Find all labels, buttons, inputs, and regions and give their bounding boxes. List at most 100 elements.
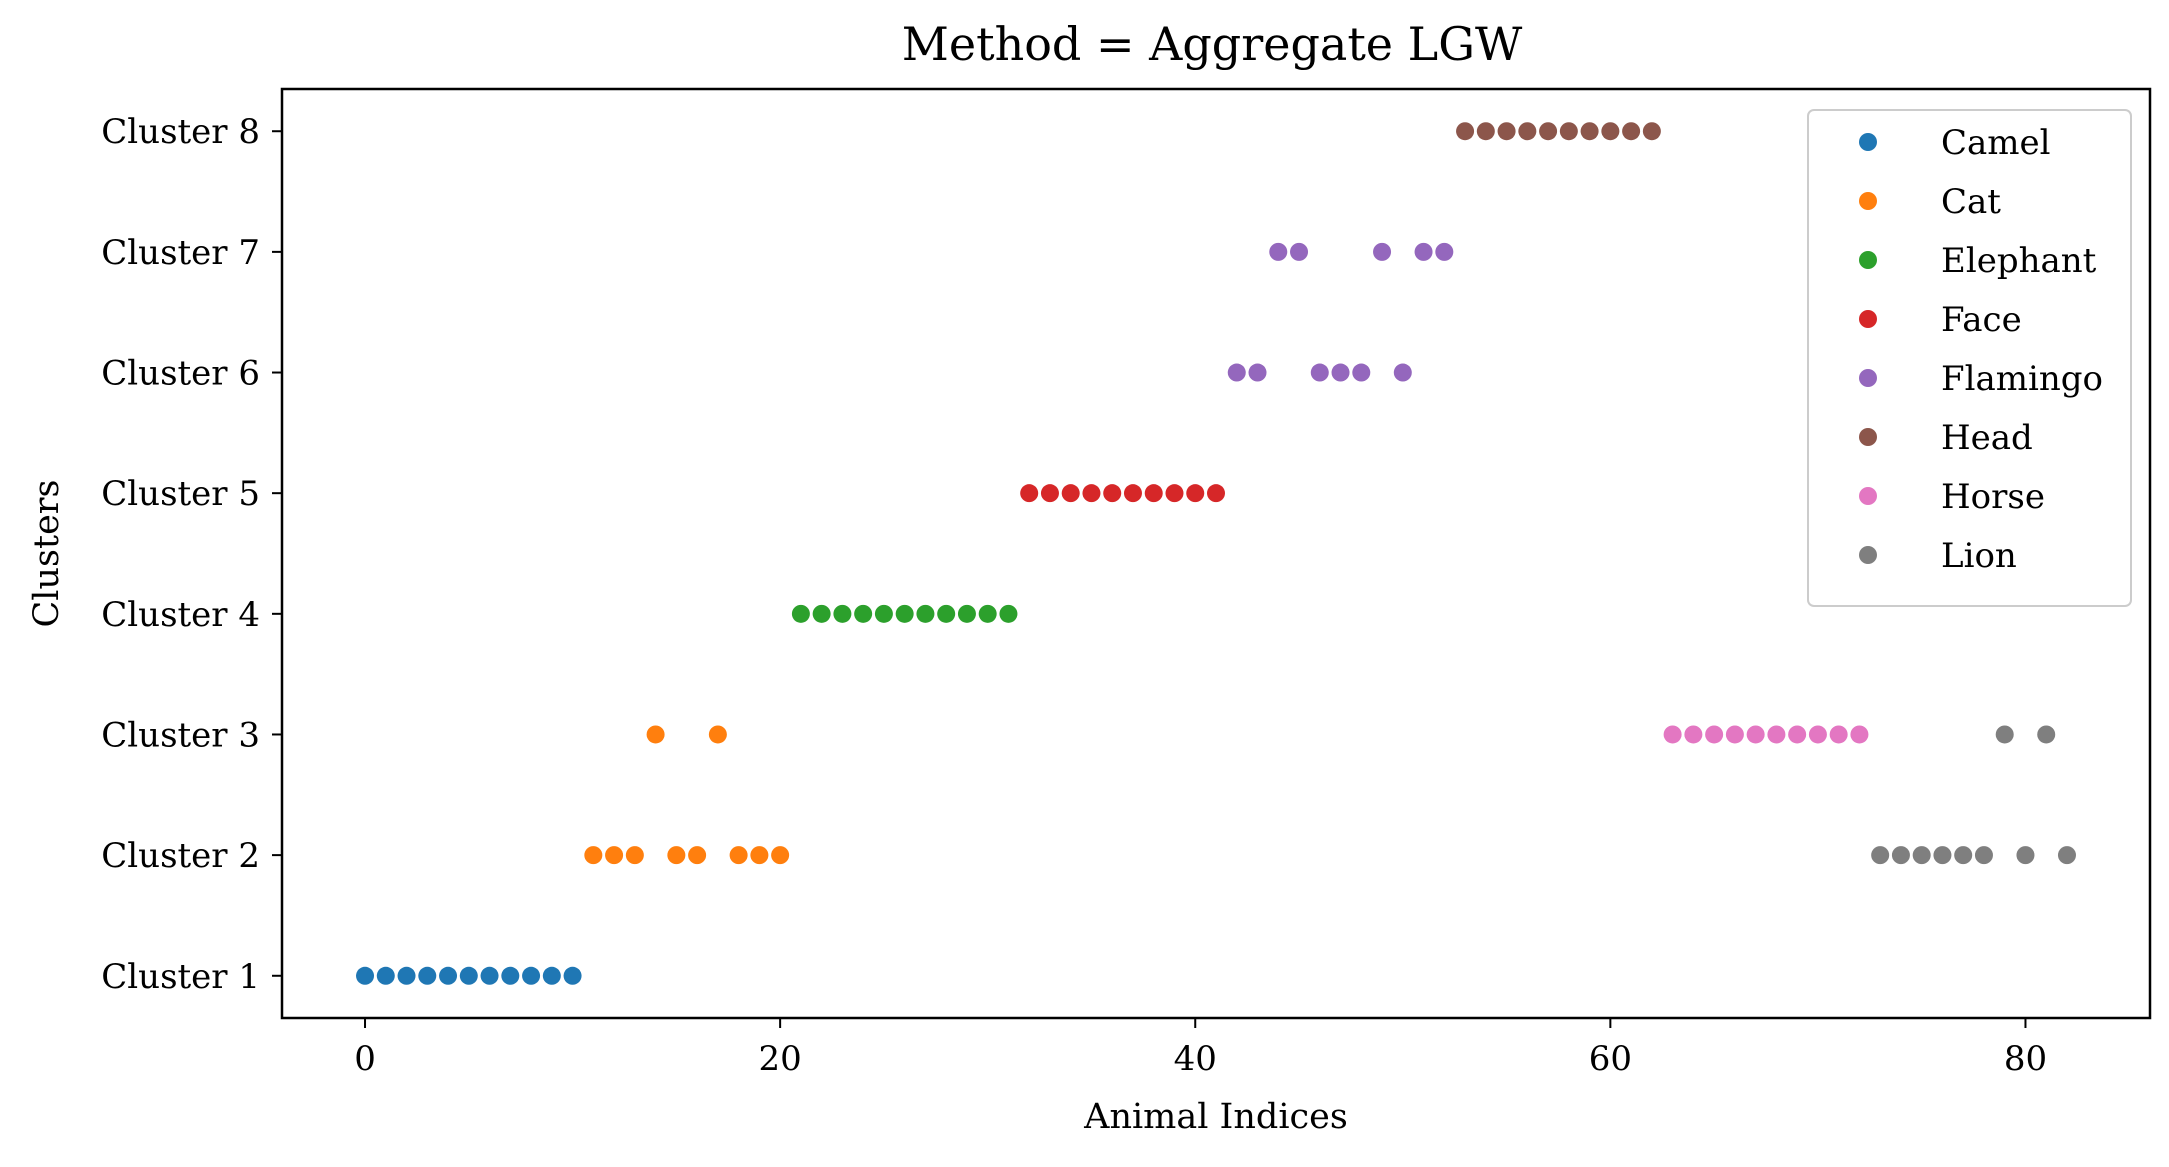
data-point-lion bbox=[1933, 846, 1952, 865]
legend-marker-horse bbox=[1859, 487, 1877, 505]
data-point-face bbox=[1103, 484, 1122, 503]
legend-label-elephant: Elephant bbox=[1941, 241, 2097, 281]
data-point-head bbox=[1580, 122, 1599, 141]
data-point-head bbox=[1476, 122, 1495, 141]
data-point-camel bbox=[439, 966, 458, 985]
y-tick-label: Cluster 6 bbox=[101, 354, 260, 394]
legend-marker-elephant bbox=[1859, 251, 1877, 269]
data-point-camel bbox=[501, 966, 520, 985]
data-point-face bbox=[1020, 484, 1039, 503]
legend-marker-lion bbox=[1859, 546, 1877, 564]
legend-label-lion: Lion bbox=[1941, 536, 2017, 576]
data-point-lion bbox=[1995, 725, 2014, 744]
data-point-elephant bbox=[833, 604, 852, 623]
x-tick-label: 60 bbox=[1589, 1039, 1632, 1079]
data-point-horse bbox=[1829, 725, 1848, 744]
data-point-flamingo bbox=[1373, 242, 1392, 261]
data-point-lion bbox=[1912, 846, 1931, 865]
data-point-flamingo bbox=[1414, 242, 1433, 261]
data-point-face bbox=[1165, 484, 1184, 503]
data-point-head bbox=[1497, 122, 1516, 141]
data-point-cat bbox=[625, 846, 644, 865]
legend-label-cat: Cat bbox=[1941, 182, 2001, 222]
y-axis-label: Clusters bbox=[27, 480, 67, 628]
data-point-elephant bbox=[916, 604, 935, 623]
chart-title: Method = Aggregate LGW bbox=[902, 17, 1523, 71]
data-point-face bbox=[1207, 484, 1225, 503]
legend-marker-face bbox=[1859, 310, 1877, 328]
data-point-face bbox=[1061, 484, 1080, 503]
legend: Camel Cat Elephant Face Flamingo Head Horse Lio… bbox=[1807, 109, 2132, 607]
y-tick-label: Cluster 2 bbox=[101, 836, 260, 876]
data-point-cat bbox=[750, 846, 769, 865]
data-point-elephant bbox=[978, 604, 997, 623]
y-tick-label: Cluster 1 bbox=[101, 957, 260, 997]
legend-marker-head bbox=[1859, 428, 1877, 446]
legend-label-camel: Camel bbox=[1941, 123, 2051, 163]
data-point-camel bbox=[418, 966, 437, 985]
y-tick-label: Cluster 5 bbox=[101, 474, 260, 514]
data-point-camel bbox=[397, 966, 416, 985]
data-point-flamingo bbox=[1435, 242, 1454, 261]
data-point-camel bbox=[376, 966, 395, 985]
data-point-horse bbox=[1808, 725, 1827, 744]
data-point-flamingo bbox=[1290, 242, 1309, 261]
legend-marker-cat bbox=[1859, 192, 1877, 210]
data-point-cat bbox=[605, 846, 624, 865]
data-point-elephant bbox=[874, 604, 893, 623]
data-point-camel bbox=[563, 966, 582, 985]
data-point-lion bbox=[2057, 846, 2076, 865]
data-point-camel bbox=[459, 966, 478, 985]
data-point-elephant bbox=[895, 604, 914, 623]
y-tick-label: Cluster 4 bbox=[101, 595, 260, 635]
data-point-horse bbox=[1705, 725, 1724, 744]
data-point-elephant bbox=[957, 604, 976, 623]
data-point-lion bbox=[1871, 846, 1890, 865]
data-point-lion bbox=[1891, 846, 1910, 865]
data-point-lion bbox=[1954, 846, 1973, 865]
data-point-flamingo bbox=[1352, 363, 1371, 382]
data-point-elephant bbox=[812, 604, 831, 623]
legend-label-horse: Horse bbox=[1941, 477, 2045, 517]
data-point-lion bbox=[2016, 846, 2035, 865]
data-point-flamingo bbox=[1248, 363, 1267, 382]
legend-label-flamingo: Flamingo bbox=[1941, 359, 2103, 399]
data-point-horse bbox=[1725, 725, 1744, 744]
data-point-face bbox=[1082, 484, 1101, 503]
data-point-cat bbox=[729, 846, 748, 865]
legend-marker-flamingo bbox=[1859, 369, 1877, 387]
data-point-lion bbox=[2037, 725, 2056, 744]
x-axis-label: Animal Indices bbox=[1083, 1097, 1348, 1137]
data-point-cat bbox=[667, 846, 686, 865]
data-point-lion bbox=[1974, 846, 1993, 865]
data-point-cat bbox=[708, 725, 727, 744]
data-point-horse bbox=[1850, 725, 1869, 744]
y-tick-label: Cluster 7 bbox=[101, 233, 260, 273]
data-point-cat bbox=[771, 846, 790, 865]
legend-frame bbox=[1807, 109, 2132, 607]
data-point-horse bbox=[1788, 725, 1807, 744]
data-point-elephant bbox=[791, 604, 810, 623]
data-point-head bbox=[1518, 122, 1537, 141]
x-tick-label: 20 bbox=[759, 1039, 802, 1079]
data-point-cat bbox=[584, 846, 603, 865]
data-point-flamingo bbox=[1269, 242, 1288, 261]
legend-label-face: Face bbox=[1941, 300, 2022, 340]
data-point-head bbox=[1456, 122, 1475, 141]
data-point-elephant bbox=[999, 604, 1018, 623]
data-point-head bbox=[1539, 122, 1558, 141]
data-point-horse bbox=[1767, 725, 1786, 744]
data-point-head bbox=[1622, 122, 1641, 141]
x-tick-label: 80 bbox=[2004, 1039, 2047, 1079]
legend-label-head: Head bbox=[1941, 418, 2033, 458]
data-point-face bbox=[1144, 484, 1163, 503]
x-tick-label: 0 bbox=[354, 1039, 376, 1079]
data-point-horse bbox=[1663, 725, 1682, 744]
data-points bbox=[356, 122, 2076, 985]
y-tick-label: Cluster 3 bbox=[101, 715, 260, 755]
data-point-face bbox=[1186, 484, 1205, 503]
x-tick-label: 40 bbox=[1174, 1039, 1217, 1079]
data-point-flamingo bbox=[1331, 363, 1350, 382]
legend-marker-camel bbox=[1859, 133, 1877, 151]
